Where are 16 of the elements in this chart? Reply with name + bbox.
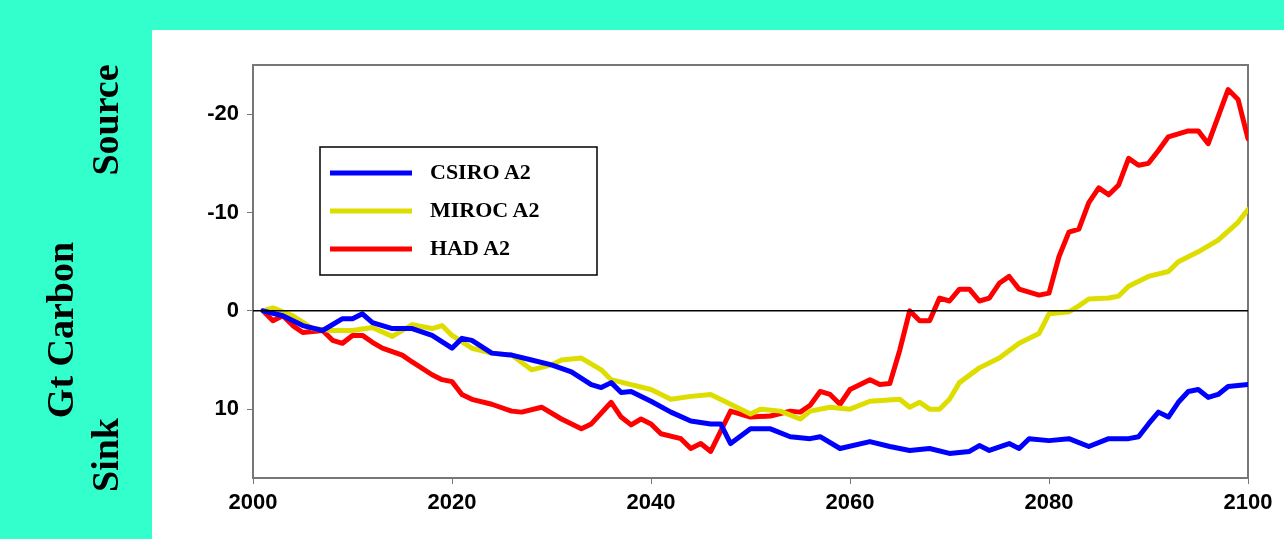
legend-label: MIROC A2: [430, 196, 540, 222]
y-tick-label: 10: [214, 395, 239, 421]
text: Sink: [83, 418, 127, 492]
legend-label: HAD A2: [430, 234, 511, 260]
x-tick-label: 2020: [427, 489, 477, 515]
y-tick-label: -20: [207, 100, 239, 126]
x-tick-label: 2040: [626, 489, 676, 515]
x-tick-label: 2060: [825, 489, 875, 515]
x-tick-label: 2000: [228, 489, 278, 515]
text: Source: [83, 64, 127, 176]
y-axis-title: Gt Carbon: [38, 241, 82, 419]
legend-label: CSIRO A2: [430, 158, 531, 184]
y-tick-label: 0: [226, 296, 239, 322]
y-tick-label: -10: [207, 198, 239, 224]
x-tick-label: 2080: [1024, 489, 1074, 515]
x-tick-label: 2100: [1223, 489, 1273, 515]
